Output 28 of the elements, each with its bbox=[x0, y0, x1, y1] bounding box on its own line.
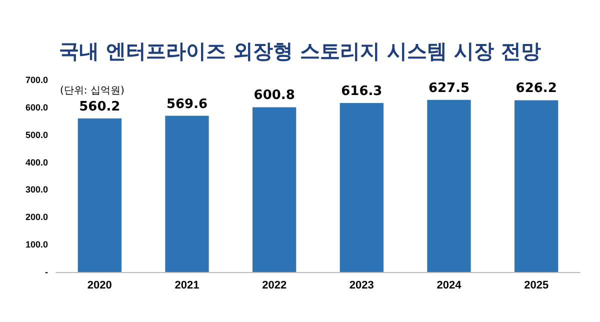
y-tick-label: 700.0 bbox=[25, 75, 48, 85]
x-tick-label: 2023 bbox=[349, 280, 374, 292]
data-label: 627.5 bbox=[428, 80, 470, 96]
x-tick-label: 2022 bbox=[262, 280, 287, 292]
y-tick-label: 500.0 bbox=[25, 130, 48, 140]
bar bbox=[165, 116, 209, 272]
data-label: 600.8 bbox=[254, 88, 295, 104]
y-tick-label: 200.0 bbox=[25, 212, 48, 222]
x-tick-label: 2021 bbox=[174, 280, 200, 292]
x-tick-label: 2024 bbox=[436, 280, 462, 292]
data-label: 560.2 bbox=[79, 99, 120, 114]
y-tick-label: 300.0 bbox=[25, 184, 48, 195]
bar bbox=[340, 102, 384, 272]
annotation: (단위: 십억원) bbox=[60, 86, 124, 96]
y-tick-label: 100.0 bbox=[25, 240, 48, 250]
bar bbox=[78, 118, 122, 272]
data-label: 616.3 bbox=[341, 84, 382, 99]
y-tick-label: 600.0 bbox=[25, 102, 48, 112]
y-tick-label: - bbox=[45, 267, 48, 277]
data-label: 626.2 bbox=[516, 81, 557, 96]
chart-title: 국내 엔터프라이즈 외장형 스토리지 시스템 시장 전망 bbox=[59, 39, 541, 63]
data-label: 569.6 bbox=[166, 96, 208, 112]
y-tick-label: 400.0 bbox=[25, 157, 48, 168]
x-tick-label: 2020 bbox=[87, 280, 112, 292]
x-tick-label: 2025 bbox=[524, 280, 549, 292]
bar bbox=[252, 107, 296, 272]
bar bbox=[427, 100, 471, 272]
bar bbox=[514, 100, 558, 272]
